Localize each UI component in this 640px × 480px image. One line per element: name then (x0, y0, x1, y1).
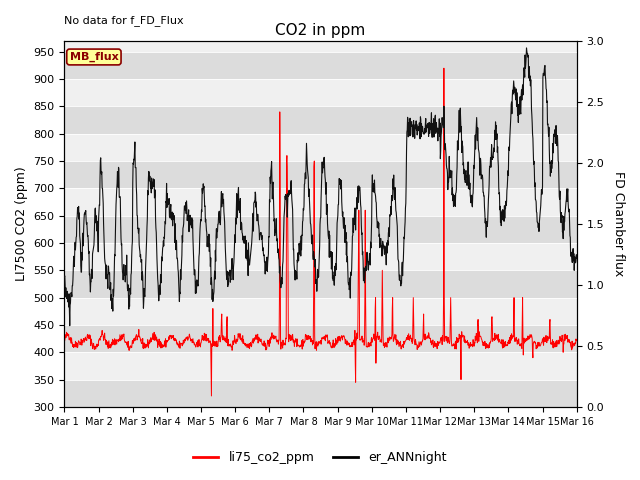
Bar (65, 52, 577, 79)
Bar (65, 107, 577, 134)
Title: CO2 in ppm: CO2 in ppm (275, 24, 365, 38)
Y-axis label: FD Chamber flux: FD Chamber flux (612, 171, 625, 276)
Text: No data for f_FD_Flux: No data for f_FD_Flux (65, 15, 184, 26)
Bar (65, 270, 577, 298)
Legend: li75_co2_ppm, er_ANNnight: li75_co2_ppm, er_ANNnight (188, 446, 452, 469)
Text: MB_flux: MB_flux (70, 52, 118, 62)
Bar (65, 216, 577, 243)
Bar (65, 325, 577, 352)
Bar (65, 380, 577, 407)
Bar (65, 161, 577, 188)
Y-axis label: LI7500 CO2 (ppm): LI7500 CO2 (ppm) (15, 167, 28, 281)
